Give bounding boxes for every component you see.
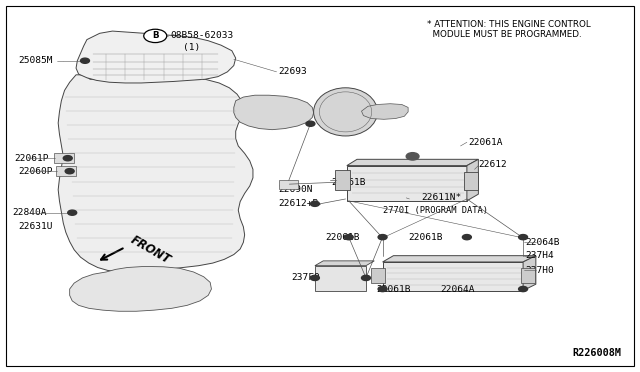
Polygon shape (383, 262, 523, 291)
Polygon shape (362, 104, 408, 119)
Polygon shape (76, 31, 236, 83)
Text: 237H4: 237H4 (525, 251, 554, 260)
FancyBboxPatch shape (54, 153, 74, 163)
Circle shape (406, 153, 419, 160)
Text: 22693: 22693 (278, 67, 307, 76)
Text: 22611N*: 22611N* (421, 193, 461, 202)
Polygon shape (58, 75, 253, 272)
FancyBboxPatch shape (520, 267, 534, 283)
Text: (1): (1) (182, 42, 200, 51)
FancyBboxPatch shape (371, 267, 385, 283)
FancyBboxPatch shape (279, 180, 298, 189)
Circle shape (310, 275, 319, 280)
Circle shape (344, 235, 353, 240)
Circle shape (362, 275, 371, 280)
Text: 22060P: 22060P (19, 167, 53, 176)
Ellipse shape (314, 88, 378, 136)
Circle shape (378, 286, 387, 292)
Circle shape (65, 169, 74, 174)
Text: 22612: 22612 (478, 160, 507, 169)
Circle shape (378, 235, 387, 240)
Polygon shape (347, 166, 467, 201)
Text: 22061B: 22061B (376, 285, 411, 294)
FancyBboxPatch shape (56, 166, 76, 176)
Circle shape (310, 201, 319, 206)
Circle shape (306, 121, 315, 126)
Polygon shape (467, 159, 478, 201)
Circle shape (144, 29, 167, 42)
Text: 25085M: 25085M (19, 56, 53, 65)
Circle shape (68, 210, 77, 215)
Circle shape (81, 58, 90, 63)
Text: * ATTENTION: THIS ENGINE CONTROL
  MODULE MUST BE PROGRAMMED.: * ATTENTION: THIS ENGINE CONTROL MODULE … (428, 20, 591, 39)
Text: 22061B: 22061B (325, 232, 360, 242)
Polygon shape (315, 261, 374, 266)
Text: 2770I (PROGRAM DATA): 2770I (PROGRAM DATA) (383, 206, 488, 215)
Text: 08B58-62033: 08B58-62033 (170, 31, 233, 41)
Text: 237F0: 237F0 (291, 273, 320, 282)
Text: 22064A: 22064A (440, 285, 474, 294)
Text: FRONT: FRONT (129, 233, 173, 266)
Text: 22612+B: 22612+B (278, 199, 319, 208)
Text: R226008M: R226008M (572, 348, 621, 358)
Polygon shape (315, 266, 366, 291)
Text: 237H0: 237H0 (525, 266, 554, 275)
Polygon shape (70, 266, 211, 311)
Polygon shape (347, 159, 478, 166)
Circle shape (518, 235, 527, 240)
FancyBboxPatch shape (465, 172, 478, 190)
Text: B: B (152, 31, 159, 41)
Text: 22061A: 22061A (468, 138, 502, 147)
Polygon shape (523, 256, 536, 291)
Circle shape (463, 235, 471, 240)
Text: 22064B: 22064B (525, 238, 560, 247)
Text: 22690N: 22690N (278, 185, 313, 194)
Text: 22061B: 22061B (408, 232, 443, 242)
FancyBboxPatch shape (335, 170, 350, 190)
Text: 22631U: 22631U (19, 221, 53, 231)
Circle shape (518, 286, 527, 292)
Text: 22840A: 22840A (12, 208, 47, 217)
Text: 22061P: 22061P (15, 154, 49, 163)
Polygon shape (234, 95, 314, 130)
Polygon shape (383, 256, 536, 262)
Circle shape (63, 155, 72, 161)
Text: 22061B: 22061B (332, 178, 366, 187)
